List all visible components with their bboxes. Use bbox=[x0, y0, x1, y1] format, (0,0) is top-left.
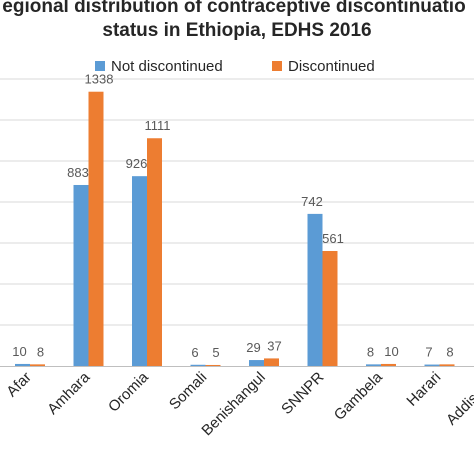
data-label-gambela-not-discontinued: 8 bbox=[367, 344, 374, 359]
legend-swatch-not-discontinued bbox=[95, 61, 105, 71]
x-tick-label-afar: Afar bbox=[3, 369, 34, 400]
bar-somali-discontinued bbox=[205, 364, 221, 366]
bar-benishangul-discontinued bbox=[264, 358, 279, 366]
data-label-somali-not-discontinued: 6 bbox=[191, 345, 198, 360]
bar-gambela-not-discontinued bbox=[366, 364, 381, 366]
data-label-afar-not-discontinued: 10 bbox=[12, 344, 26, 359]
legend-item-discontinued: Discontinued bbox=[272, 58, 375, 75]
bar-harari-not-discontinued bbox=[424, 364, 440, 366]
bar-oromia-not-discontinued bbox=[132, 176, 147, 366]
data-label-snnpr-not-discontinued: 742 bbox=[301, 194, 323, 209]
data-label-benishangul-discontinued: 37 bbox=[267, 338, 281, 353]
bar-somali-not-discontinued bbox=[190, 364, 206, 366]
data-label-somali-discontinued: 5 bbox=[212, 345, 219, 360]
bar-harari-discontinued bbox=[439, 364, 455, 366]
data-label-afar-discontinued: 8 bbox=[37, 344, 44, 359]
data-label-gambela-discontinued: 10 bbox=[384, 344, 398, 359]
bar-oromia-discontinued bbox=[147, 138, 162, 366]
data-label-amhara-not-discontinued: 883 bbox=[67, 165, 89, 180]
bar-amhara-not-discontinued bbox=[73, 184, 89, 366]
bar-gambela-discontinued bbox=[381, 363, 396, 366]
legend-label-not-discontinued: Not discontinued bbox=[111, 58, 223, 75]
data-label-harari-not-discontinued: 7 bbox=[425, 345, 432, 360]
x-tick-label-addis-aba: Addis Aba bbox=[443, 368, 474, 428]
legend-swatch-discontinued bbox=[272, 61, 282, 71]
bar-afar-not-discontinued bbox=[15, 363, 30, 366]
x-tick-label-oromia: Oromia bbox=[105, 368, 152, 415]
x-tick-label-gambela: Gambela bbox=[331, 368, 387, 424]
data-label-amhara-discontinued: 1338 bbox=[85, 72, 114, 87]
x-tick-label-somali: Somali bbox=[166, 369, 210, 413]
legend-label-discontinued: Discontinued bbox=[288, 58, 375, 75]
chart-title-line-1: egional distribution of contraceptive di… bbox=[2, 0, 466, 17]
bar-benishangul-not-discontinued bbox=[249, 360, 264, 366]
data-label-benishangul-not-discontinued: 29 bbox=[246, 340, 260, 355]
data-label-oromia-discontinued: 1111 bbox=[144, 118, 170, 133]
data-label-snnpr-discontinued: 561 bbox=[322, 231, 344, 246]
bar-snnpr-not-discontinued bbox=[307, 213, 323, 366]
data-label-harari-discontinued: 8 bbox=[446, 344, 453, 359]
x-tick-label-amhara: Amhara bbox=[44, 368, 94, 418]
x-tick-label-benishangul: Benishangul bbox=[198, 369, 268, 439]
data-label-oromia-not-discontinued: 926 bbox=[126, 156, 148, 171]
legend-item-not-discontinued: Not discontinued bbox=[95, 58, 223, 75]
x-tick-label-snnpr: SNNPR bbox=[278, 369, 327, 418]
bar-snnpr-discontinued bbox=[322, 250, 338, 366]
bar-afar-discontinued bbox=[30, 364, 45, 366]
bar-amhara-discontinued bbox=[88, 91, 104, 367]
chart-title-line-2: status in Ethiopia, EDHS 2016 bbox=[102, 20, 372, 41]
x-tick-label-harari: Harari bbox=[403, 369, 444, 410]
